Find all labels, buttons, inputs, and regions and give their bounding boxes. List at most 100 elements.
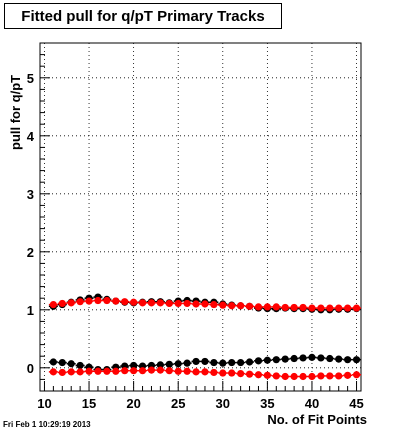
- data-point: [335, 355, 343, 363]
- data-point: [67, 299, 75, 307]
- data-point: [299, 372, 307, 381]
- data-point: [272, 303, 280, 311]
- data-point: [147, 299, 156, 307]
- data-point: [290, 372, 298, 381]
- data-point: [317, 354, 325, 362]
- data-point: [201, 368, 209, 376]
- data-point: [308, 353, 316, 361]
- timestamp-footer: Fri Feb 1 10:29:19 2013: [3, 420, 91, 429]
- y-tick-label: 1: [27, 303, 34, 318]
- data-point: [201, 300, 209, 308]
- data-point: [76, 298, 84, 306]
- data-point: [281, 372, 289, 381]
- data-point: [67, 360, 75, 368]
- data-point: [130, 367, 138, 375]
- data-point: [326, 304, 334, 312]
- data-point: [299, 354, 307, 362]
- x-tick-label: 40: [305, 396, 319, 411]
- x-tick-label: 25: [171, 396, 185, 411]
- data-point: [85, 297, 93, 305]
- data-point: [245, 370, 254, 378]
- data-point: [344, 304, 352, 312]
- data-point: [210, 300, 218, 309]
- y-tick-label: 3: [27, 187, 34, 202]
- data-point: [335, 372, 343, 380]
- data-point: [67, 368, 75, 376]
- x-tick-label: 10: [37, 396, 51, 411]
- data-point: [263, 303, 271, 311]
- plot-frame: [39, 42, 362, 392]
- data-point: [317, 372, 325, 380]
- chart-title: Fitted pull for q/pT Primary Tracks: [4, 3, 282, 29]
- data-point: [308, 372, 316, 381]
- data-point: [165, 299, 173, 308]
- data-point: [130, 361, 138, 370]
- data-point: [183, 299, 191, 308]
- data-point: [228, 358, 236, 367]
- data-point: [49, 358, 57, 366]
- data-point: [103, 367, 111, 375]
- data-point: [254, 303, 263, 311]
- data-point: [245, 302, 254, 310]
- data-point: [237, 370, 245, 378]
- data-point: [210, 368, 218, 377]
- data-point: [219, 359, 227, 367]
- data-point: [76, 361, 84, 370]
- data-point: [192, 300, 200, 308]
- data-point: [281, 303, 289, 312]
- data-point: [352, 356, 361, 364]
- x-tick-label: 45: [349, 396, 363, 411]
- data-point: [156, 299, 164, 307]
- data-point: [245, 358, 254, 366]
- data-point: [237, 302, 245, 310]
- data-point: [201, 357, 209, 366]
- data-point: [174, 367, 182, 375]
- data-point: [308, 304, 316, 312]
- data-point: [165, 367, 173, 375]
- data-point: [147, 366, 156, 374]
- y-tick-label: 5: [27, 71, 34, 86]
- data-point: [254, 357, 263, 365]
- data-point: [254, 371, 263, 379]
- data-point: [352, 371, 361, 379]
- x-tick-label: 15: [82, 396, 96, 411]
- data-point: [326, 372, 334, 380]
- data-point: [112, 297, 120, 305]
- data-point: [85, 367, 93, 375]
- data-point: [156, 361, 164, 369]
- data-point: [228, 369, 236, 377]
- data-point: [290, 303, 298, 312]
- data-point: [76, 368, 84, 376]
- data-point: [237, 358, 245, 367]
- data-point: [352, 304, 361, 312]
- data-point: [112, 367, 120, 375]
- data-point: [281, 355, 289, 363]
- y-tick-label: 0: [27, 361, 34, 376]
- data-point: [138, 299, 147, 307]
- data-point: [219, 301, 227, 309]
- data-point: [58, 358, 66, 367]
- data-point: [156, 366, 164, 374]
- data-point: [58, 368, 66, 377]
- data-point: [174, 299, 182, 308]
- data-point: [210, 358, 218, 367]
- data-point: [228, 302, 236, 310]
- data-point: [138, 367, 147, 375]
- data-point: [263, 371, 271, 379]
- data-point: [219, 369, 227, 377]
- data-point: [183, 359, 191, 367]
- data-point: [192, 368, 200, 376]
- data-point: [49, 300, 57, 309]
- data-point: [94, 296, 102, 305]
- x-tick-label: 30: [216, 396, 230, 411]
- data-point: [94, 367, 102, 375]
- data-point: [272, 356, 280, 364]
- data-point: [121, 367, 129, 375]
- data-point: [299, 303, 307, 312]
- y-tick-label: 4: [27, 129, 35, 144]
- data-point: [130, 298, 138, 306]
- x-tick-label: 35: [260, 396, 274, 411]
- data-point: [344, 371, 352, 379]
- data-point: [272, 372, 280, 380]
